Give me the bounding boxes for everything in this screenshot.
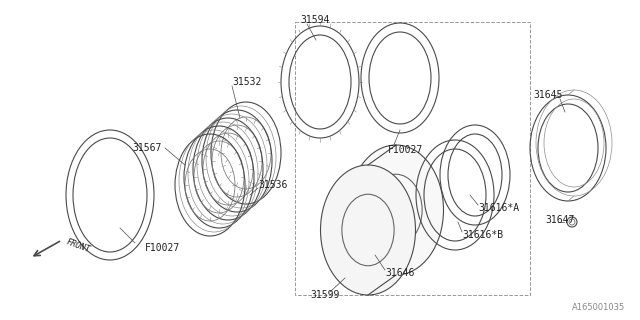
Bar — [396, 200, 408, 213]
Ellipse shape — [321, 165, 415, 295]
Text: F10027: F10027 — [145, 243, 180, 253]
Bar — [363, 278, 373, 286]
Text: 31646: 31646 — [385, 268, 414, 278]
Text: FRONT: FRONT — [65, 237, 92, 254]
Text: 31599: 31599 — [310, 290, 340, 300]
Bar — [396, 247, 408, 260]
Text: 31645: 31645 — [533, 90, 563, 100]
Text: F10027: F10027 — [388, 145, 423, 155]
Bar — [363, 174, 373, 182]
Bar — [328, 200, 340, 213]
Text: 31594: 31594 — [300, 15, 330, 25]
Text: 31532: 31532 — [232, 77, 261, 87]
Text: A165001035: A165001035 — [572, 303, 625, 312]
Text: 31647: 31647 — [545, 215, 574, 225]
Bar — [328, 247, 340, 260]
Text: 31567: 31567 — [132, 143, 162, 153]
Text: 31616*B: 31616*B — [462, 230, 503, 240]
Text: 31616*A: 31616*A — [478, 203, 519, 213]
Ellipse shape — [349, 145, 444, 275]
Text: 31536: 31536 — [258, 180, 287, 190]
